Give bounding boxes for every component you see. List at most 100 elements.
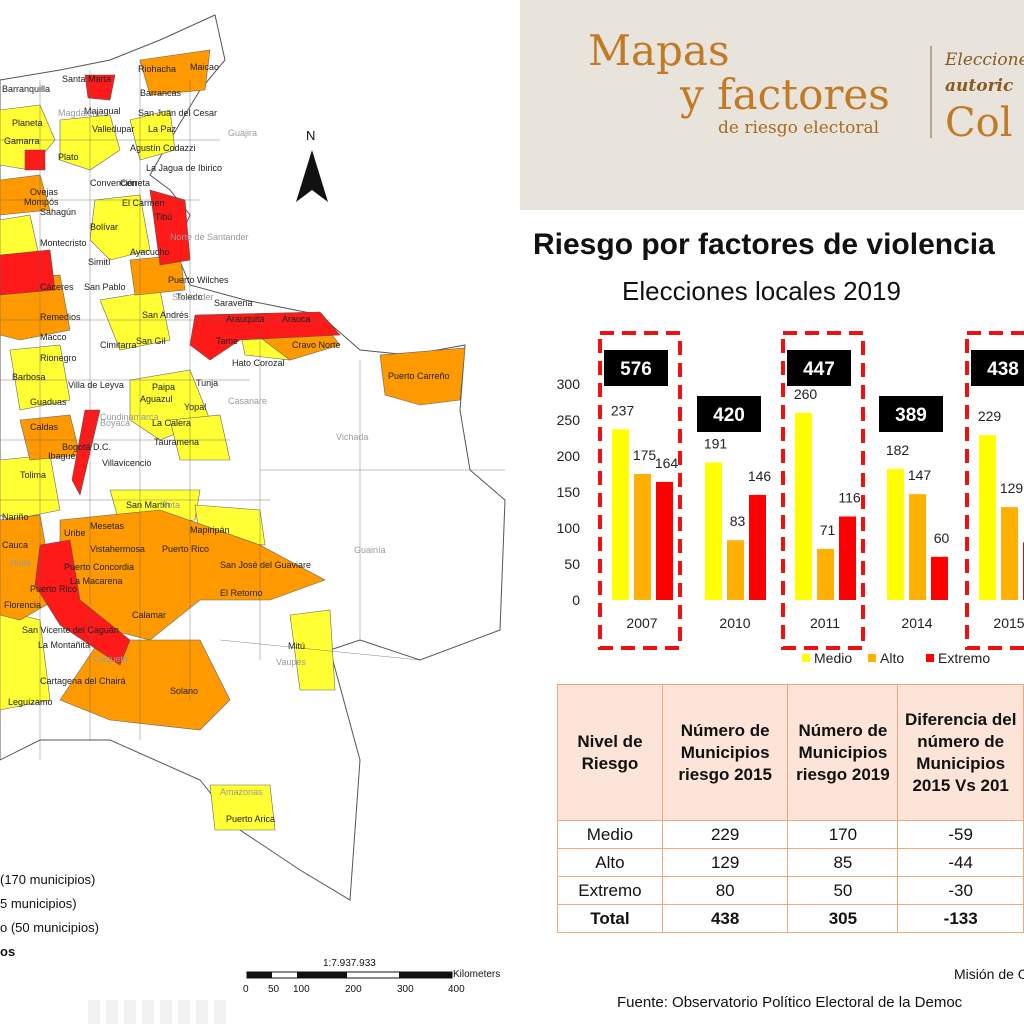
legend-title: os (0, 944, 16, 959)
header-2015: Número de Municipios riesgo 2015 (661, 684, 789, 821)
risk-map: N Barranquilla Santa Marta Riohacha Maicao B… (0, 14, 506, 995)
y-tick-label: 50 (564, 556, 580, 572)
map-place-label: La Macarena (70, 576, 123, 586)
map-place-label: Plato (58, 152, 79, 162)
table-row: Alto 129 85 -44 (557, 848, 1024, 877)
x-tick-label: 2014 (901, 615, 932, 631)
banner-right-3: Col (945, 100, 1013, 146)
x-tick-label: 2007 (626, 615, 657, 631)
map-region-label: Guajira (228, 128, 257, 138)
table-cell: Alto (557, 848, 663, 877)
map-place-label: Ovejas (30, 187, 59, 197)
table-cell: 305 (787, 904, 899, 933)
map-place-label: Gamarra (4, 136, 40, 146)
bar-medio (979, 435, 996, 600)
total-badge (787, 350, 851, 386)
map-place-label: Guaduas (30, 397, 67, 407)
total-badge (879, 396, 943, 432)
legend-label: Alto (880, 650, 904, 666)
map-place-label: Tolima (20, 470, 46, 480)
scale-tick-label: 100 (293, 984, 310, 995)
table-cell: -133 (897, 904, 1024, 933)
map-place-label: Mapiripán (190, 525, 230, 535)
y-tick-label: 300 (557, 376, 581, 392)
y-tick-label: 150 (557, 484, 581, 500)
map-place-label: Cartagena del Chairá (40, 676, 126, 686)
map-place-label: Leguízamo (8, 697, 53, 707)
map-region-label: Santander (172, 292, 214, 302)
map-place-label: Puerto Concordia (64, 562, 134, 572)
map-region-label: Casanare (228, 396, 267, 406)
extremo-zones (0, 74, 341, 666)
map-place-label: Santa Marta (62, 74, 111, 84)
bar-value-label: 175 (633, 447, 657, 463)
map-place-label: Caldas (30, 422, 59, 432)
chart-title: Riesgo por factores de violencia (533, 228, 995, 261)
map-place-label: Puerto Wilches (168, 275, 229, 285)
total-badge-label: 576 (620, 359, 652, 380)
legend-label: Medio (814, 650, 852, 666)
map-place-label: San Juan del Cesar (138, 108, 217, 118)
map-place-label: El Carmen (122, 198, 165, 208)
map-place-label: El Retorno (220, 588, 263, 598)
table-cell: 229 (661, 820, 789, 849)
map-region-label: Huila (10, 558, 31, 568)
legend-extremo: o (50 municipios) (0, 920, 99, 935)
scale-tick-label: 0 (243, 984, 249, 995)
map-place-label: San Andrés (142, 310, 189, 320)
bar-extremo (749, 494, 766, 600)
bar-value-label: 129 (1000, 480, 1024, 496)
map-region-label: Amazonas (220, 787, 263, 797)
bar-value-label: 229 (978, 408, 1002, 424)
banner-title-3: de riesgo electoral (718, 118, 880, 138)
map-place-label: Convención (90, 178, 138, 188)
map-labels: Barranquilla Santa Marta Riohacha Maicao Bar… (2, 62, 450, 824)
map-place-label: Cravo Norte (292, 340, 341, 350)
map-place-label: Villavicencio (102, 458, 151, 468)
table-cell: -44 (897, 848, 1024, 877)
map-region-label: Magdalena (58, 108, 103, 118)
legend-label: Extremo (938, 650, 990, 666)
scale-bar-graphic (246, 971, 453, 979)
map-region-label: Norte de Santander (170, 232, 249, 242)
table-cell: 129 (661, 848, 789, 877)
table-cell: Total (557, 904, 663, 933)
y-tick-label: 250 (557, 412, 581, 428)
scale-ratio: 1:7.937.933 (323, 958, 376, 969)
map-place-label: Sahagún (40, 207, 76, 217)
scale-tick-label: 400 (448, 984, 465, 995)
header-2019: Número de Municipios riesgo 2019 (787, 684, 899, 821)
map-place-label: Arauca (282, 314, 311, 324)
map-place-label: Mitú (288, 641, 305, 651)
scale-tick-label: 300 (397, 984, 414, 995)
x-tick-label: 2010 (719, 615, 750, 631)
map-place-label: Arauquita (226, 314, 265, 324)
map-place-label: San José del Guaviare (220, 560, 311, 570)
bar-value-label: 260 (794, 386, 818, 402)
map-place-label: Tibú (155, 212, 172, 222)
table-cell: -59 (897, 820, 1024, 849)
table-cell: Extremo (557, 876, 663, 905)
map-place-label: Puerto Rico (30, 584, 77, 594)
bar-value-label: 147 (908, 467, 932, 483)
total-badge-label: 420 (713, 405, 745, 426)
map-region-label: Vichada (336, 432, 368, 442)
map-place-label: Simití (88, 257, 111, 267)
x-tick-label: 2011 (810, 615, 840, 631)
map-place-label: Uribe (64, 528, 86, 538)
map-place-label: Nariño (2, 512, 29, 522)
mision-text: Misión de O (954, 966, 1024, 982)
table-cell: 85 (787, 848, 899, 877)
bar-medio (612, 429, 629, 600)
bar-chart: 0 50 100 150 200 250 300 237 191 260 182 229 175 83 71… (520, 310, 1024, 680)
bar-value-label: 182 (886, 442, 910, 458)
map-place-label: La Montañita (38, 640, 90, 650)
map-place-label: Mesetas (90, 521, 125, 531)
map-place-label: San Vicente del Caguán (22, 625, 119, 635)
map-place-label: Cimitarra (100, 340, 137, 350)
map-place-label: Puerto Carreño (388, 371, 450, 381)
map-place-label: Mompós (24, 197, 59, 207)
map-place-label: Rionegro (40, 353, 77, 363)
bar-medio (887, 468, 904, 600)
banner-right-1: Eleccione (945, 50, 1024, 70)
